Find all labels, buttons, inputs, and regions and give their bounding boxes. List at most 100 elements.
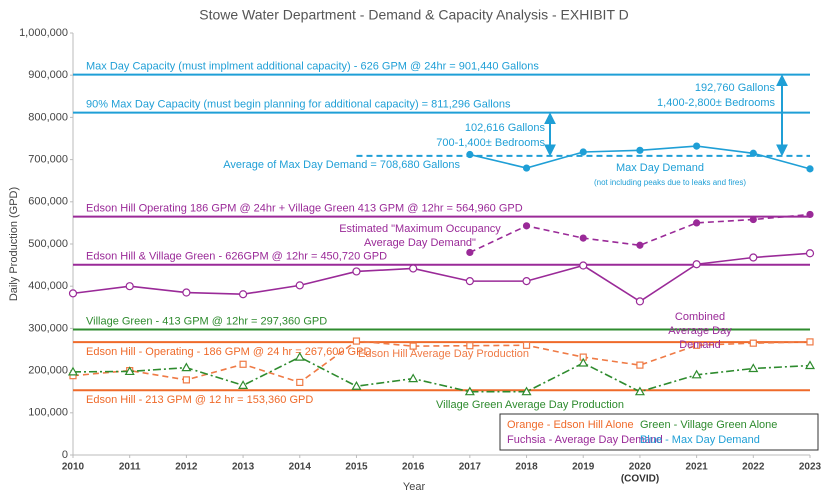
- point: [465, 277, 474, 286]
- point: [805, 249, 815, 258]
- point: [295, 281, 304, 290]
- reference-label: Edson Hill & Village Green - 626GPM @ 12…: [86, 251, 387, 263]
- point: [466, 342, 474, 350]
- reference-label: Edson Hill - 213 GPM @ 12 hr = 153,360 G…: [86, 394, 313, 406]
- point: [466, 248, 474, 257]
- x-tick-label: 2016: [402, 462, 425, 473]
- series-label: Edson Hill Average Day Production: [358, 348, 530, 360]
- point: [522, 164, 531, 172]
- series-label: Estimated "Maximum Occupancy Average Day…: [339, 223, 501, 249]
- x-tick-label: 2015: [345, 462, 368, 473]
- point: [693, 142, 701, 150]
- y-tick-label: 500,000: [28, 238, 68, 250]
- point: [692, 260, 701, 269]
- reference-label: Village Green - 413 GPM @ 12hr = 297,360…: [86, 315, 327, 327]
- x-annotation: (COVID): [621, 474, 659, 485]
- arrow-label: 192,760 Gallons: [695, 82, 776, 94]
- point: [806, 165, 814, 173]
- y-tick-label: 200,000: [28, 365, 68, 377]
- point: [635, 297, 645, 306]
- point: [691, 369, 702, 379]
- point: [749, 253, 758, 262]
- x-tick-label: 2013: [232, 462, 255, 473]
- point: [464, 386, 475, 396]
- x-tick-label: 2014: [289, 462, 312, 473]
- series-label: Combined Average Day Demand: [668, 311, 732, 351]
- point: [749, 149, 757, 157]
- point: [124, 366, 135, 376]
- series-line: [72, 252, 811, 303]
- arrow-note: 700-1,400± Bedrooms: [436, 137, 545, 149]
- series-label: Max Day Demand: [615, 162, 705, 174]
- point: [749, 339, 757, 347]
- point: [466, 150, 474, 159]
- series-note: (not including peaks due to leaks and fi…: [593, 178, 747, 187]
- reference-label: Edson Hill Operating 186 GPM @ 24hr + Vi…: [86, 202, 523, 214]
- point: [67, 366, 79, 376]
- point: [522, 341, 531, 349]
- point: [806, 338, 814, 346]
- reference-label: 90% Max Day Capacity (must begin plannin…: [86, 99, 511, 111]
- x-axis-label: Year: [403, 481, 426, 493]
- x-tick-label: 2010: [62, 462, 85, 473]
- point: [579, 261, 588, 270]
- x-tick-label: 2022: [742, 462, 765, 473]
- point: [296, 378, 304, 387]
- y-tick-label: 700,000: [28, 154, 68, 166]
- point: [125, 282, 134, 291]
- x-tick-label: 2019: [572, 462, 595, 473]
- point: [238, 380, 249, 389]
- y-tick-label: 300,000: [28, 322, 68, 334]
- arrow-note: 1,400-2,800± Bedrooms: [657, 97, 775, 109]
- y-tick-label: 100,000: [28, 407, 68, 419]
- key-entry: Fuchsia - Average Day Demand: [507, 434, 663, 446]
- point: [409, 264, 418, 273]
- x-tick-label: 2023: [799, 462, 822, 473]
- point: [294, 351, 305, 361]
- point: [521, 386, 532, 396]
- point: [239, 360, 247, 368]
- point: [748, 363, 759, 373]
- point: [68, 289, 78, 298]
- y-tick-label: 0: [62, 449, 68, 461]
- arrow-label: 102,616 Gallons: [465, 122, 546, 134]
- point: [579, 148, 587, 156]
- series-line: [72, 340, 811, 384]
- point: [522, 277, 531, 286]
- point: [238, 290, 248, 299]
- point: [409, 342, 417, 350]
- point: [693, 219, 701, 227]
- y-tick-label: 600,000: [28, 196, 68, 208]
- y-tick-label: 800,000: [28, 111, 68, 123]
- point: [522, 222, 531, 230]
- key-entry: Blue - Max Day Demand: [640, 434, 760, 446]
- y-tick-label: 1,000,000: [19, 27, 68, 39]
- x-tick-label: 2017: [459, 462, 482, 473]
- point: [182, 288, 191, 297]
- y-tick-label: 900,000: [28, 69, 68, 81]
- key-box: [499, 413, 819, 451]
- point: [806, 210, 814, 219]
- point: [181, 362, 192, 372]
- point: [636, 241, 644, 249]
- point: [579, 234, 587, 242]
- point: [578, 357, 589, 367]
- reference-label: Edson Hill - Operating - 186 GPM @ 24 hr…: [86, 346, 371, 358]
- point: [351, 381, 362, 390]
- x-tick-label: 2018: [515, 462, 538, 473]
- point: [408, 373, 419, 383]
- point: [352, 337, 361, 345]
- x-tick-label: 2011: [119, 462, 141, 473]
- x-tick-label: 2021: [685, 462, 708, 473]
- point: [634, 386, 645, 396]
- x-tick-label: 2012: [175, 462, 198, 473]
- reference-label: Max Day Capacity (must implment addition…: [86, 60, 539, 72]
- key-entry: Green - Village Green Alone: [640, 419, 777, 431]
- chart-title: Stowe Water Department - Demand & Capaci…: [199, 7, 629, 23]
- point: [182, 376, 190, 384]
- point: [636, 361, 644, 369]
- series-line: [72, 356, 811, 393]
- point: [352, 267, 361, 276]
